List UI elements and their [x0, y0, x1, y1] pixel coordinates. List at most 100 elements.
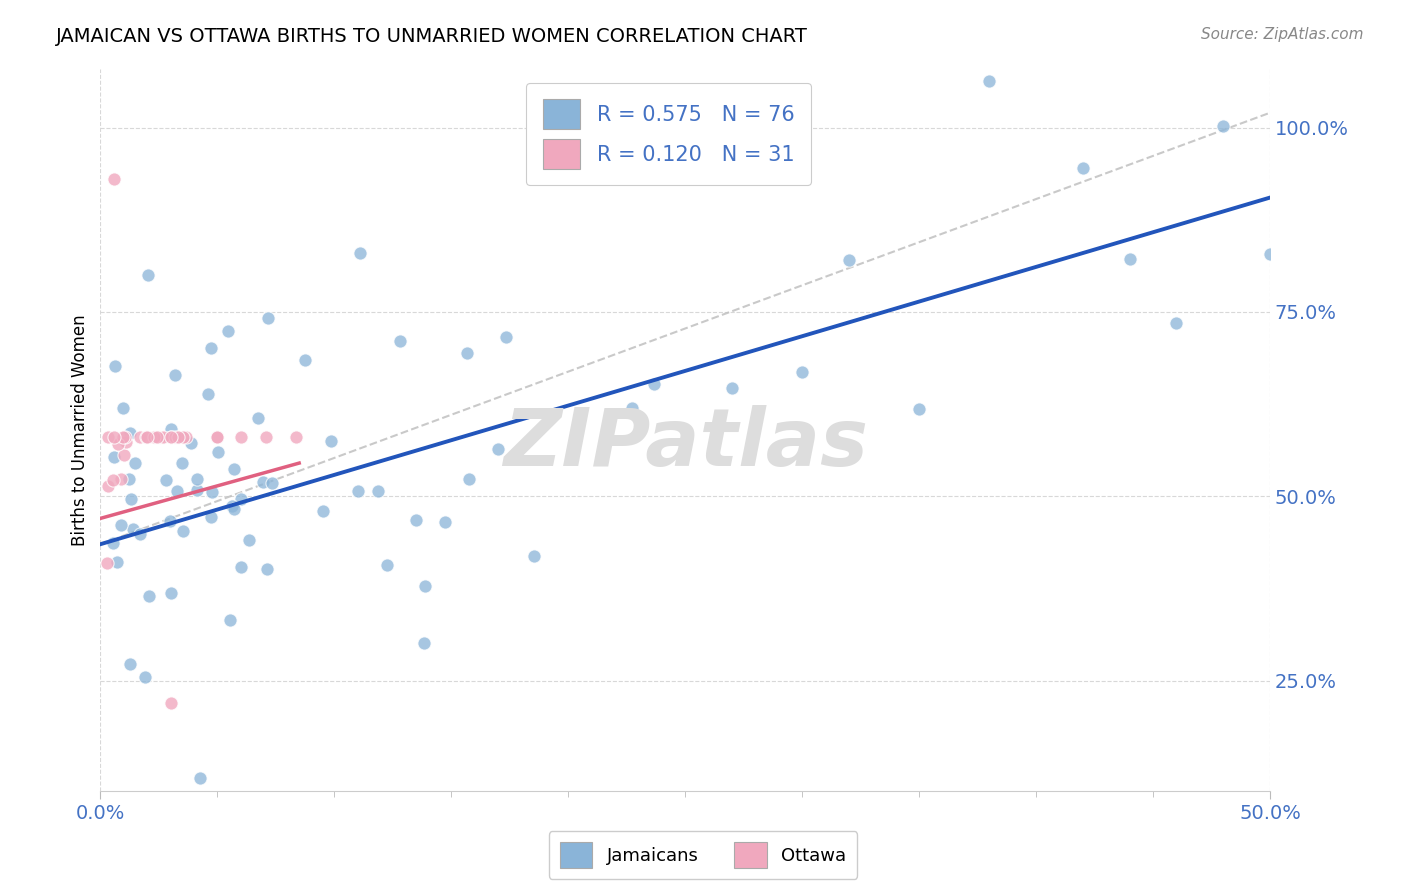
Point [790, 365, 813, 379]
Point [152, 430, 174, 444]
Point [231, 492, 253, 507]
Point [229, 430, 252, 444]
Point [349, 246, 371, 260]
Point [104, 359, 127, 374]
Point [97, 430, 120, 444]
Point [433, 515, 456, 529]
Point [172, 430, 194, 444]
Point [1071, 161, 1094, 176]
Point [252, 475, 274, 489]
Text: ZIPatlas: ZIPatlas [503, 405, 868, 483]
Point [643, 376, 665, 391]
Point [254, 430, 277, 444]
Legend: Jamaicans, Ottawa: Jamaicans, Ottawa [548, 831, 858, 879]
Point [200, 510, 222, 524]
Point [103, 172, 125, 186]
Point [96, 556, 118, 570]
Point [120, 491, 142, 506]
Point [159, 514, 181, 528]
Text: Source: ZipAtlas.com: Source: ZipAtlas.com [1201, 27, 1364, 42]
Point [294, 353, 316, 368]
Point [486, 442, 509, 457]
Point [101, 535, 124, 549]
Point [134, 670, 156, 684]
Point [979, 74, 1001, 88]
Point [120, 425, 142, 440]
Point [260, 476, 283, 491]
Point [115, 435, 138, 450]
Point [621, 401, 644, 416]
Point [207, 430, 229, 444]
Point [114, 430, 136, 444]
Point [124, 457, 146, 471]
Point [197, 387, 219, 401]
Point [142, 430, 165, 444]
Point [523, 549, 546, 563]
Text: JAMAICAN VS OTTAWA BIRTHS TO UNMARRIED WOMEN CORRELATION CHART: JAMAICAN VS OTTAWA BIRTHS TO UNMARRIED W… [56, 27, 808, 45]
Point [375, 558, 398, 572]
Point [111, 401, 134, 416]
Point [118, 657, 141, 671]
Point [180, 436, 202, 450]
Point [367, 484, 389, 499]
Point [207, 445, 229, 459]
Legend: R = 0.575   N = 76, R = 0.120   N = 31: R = 0.575 N = 76, R = 0.120 N = 31 [526, 83, 811, 186]
Point [389, 334, 412, 348]
Point [160, 586, 183, 600]
Point [167, 430, 190, 444]
Point [101, 473, 124, 487]
Point [166, 484, 188, 499]
Point [458, 472, 481, 486]
Point [103, 450, 125, 464]
Point [1166, 316, 1188, 330]
Point [136, 430, 159, 444]
Point [456, 346, 478, 360]
Point [135, 430, 157, 444]
Point [110, 518, 132, 533]
Point [136, 268, 159, 282]
Point [495, 330, 517, 344]
Point [205, 430, 228, 444]
Point [103, 430, 125, 444]
Point [186, 471, 208, 485]
Point [170, 456, 193, 470]
Point [908, 402, 931, 417]
Point [159, 430, 181, 444]
Point [160, 430, 183, 444]
Point [222, 501, 245, 516]
Point [312, 504, 335, 518]
Point [319, 434, 342, 449]
Point [188, 772, 211, 786]
Point [201, 484, 224, 499]
Point [221, 499, 243, 513]
Point [256, 562, 278, 576]
Point [129, 527, 152, 541]
Point [347, 484, 370, 499]
Point [165, 368, 187, 382]
Point [229, 560, 252, 574]
Point [174, 430, 197, 444]
Point [112, 448, 135, 462]
Point [1212, 120, 1234, 134]
Point [172, 524, 194, 538]
Point [217, 324, 239, 338]
Point [160, 422, 183, 436]
Point [413, 578, 436, 592]
Point [159, 696, 181, 710]
Point [721, 381, 744, 395]
Point [155, 474, 177, 488]
Point [138, 589, 160, 603]
Point [405, 513, 427, 527]
Point [146, 430, 169, 444]
Point [105, 555, 128, 569]
Point [413, 636, 436, 650]
Point [122, 522, 145, 536]
Point [107, 436, 129, 450]
Point [247, 411, 270, 425]
Point [200, 342, 222, 356]
Point [219, 614, 242, 628]
Point [1258, 247, 1281, 261]
Point [224, 462, 246, 476]
Point [1118, 252, 1140, 266]
Point [256, 310, 278, 325]
